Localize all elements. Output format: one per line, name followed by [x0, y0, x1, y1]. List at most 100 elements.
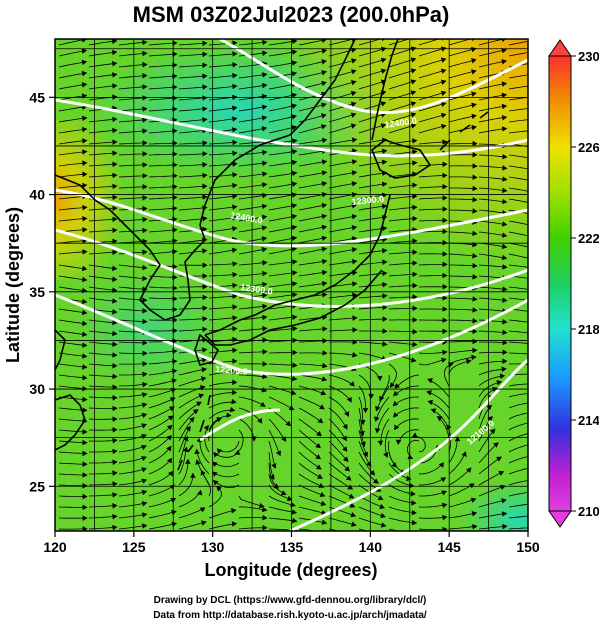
streamline [358, 440, 372, 467]
streamline-arrow [350, 512, 357, 518]
streamline [208, 360, 237, 365]
streamline [178, 97, 207, 101]
streamline [478, 416, 493, 442]
streamline [268, 374, 297, 380]
streamline-arrow [142, 206, 148, 212]
streamline-arrow [344, 411, 350, 417]
streamline [358, 418, 365, 447]
streamline-arrow [442, 514, 448, 521]
streamline-arrow [82, 364, 88, 370]
streamline [178, 409, 199, 431]
streamline [298, 429, 321, 449]
streamline [418, 231, 448, 233]
streamline-arrow [442, 272, 448, 279]
streamline [418, 141, 447, 145]
streamline-arrow [321, 80, 327, 87]
streamline [448, 48, 477, 57]
coastline [55, 329, 66, 371]
streamline-arrow [532, 50, 537, 55]
streamline-arrow [342, 446, 348, 452]
coastline [459, 124, 471, 133]
streamline-arrow [82, 461, 88, 467]
streamline [178, 459, 189, 486]
streamline [388, 184, 417, 189]
streamline [88, 251, 117, 255]
streamline [212, 471, 240, 478]
streamline-arrow [442, 206, 448, 212]
streamline [388, 462, 412, 480]
streamline [208, 382, 237, 387]
streamline [298, 418, 322, 437]
streamline [298, 363, 327, 367]
streamline [58, 251, 87, 255]
streamline [88, 505, 117, 508]
streamline [148, 415, 174, 431]
streamline [118, 513, 147, 519]
streamline-arrow [532, 128, 537, 133]
streamline [508, 176, 528, 181]
streamline-arrow [261, 506, 268, 513]
streamline [448, 356, 477, 365]
streamline [178, 328, 207, 332]
streamline [388, 162, 417, 167]
streamline [388, 330, 418, 333]
streamline-arrow [261, 171, 268, 177]
streamline-arrow [501, 498, 507, 504]
streamline-arrow [321, 70, 327, 76]
streamline [118, 119, 147, 123]
streamline-arrow [410, 491, 416, 497]
streamline-arrow [351, 170, 358, 176]
streamline [508, 515, 528, 519]
streamline-arrow [291, 259, 298, 265]
streamline [448, 297, 478, 300]
streamline [268, 150, 297, 156]
streamline-arrow [81, 48, 88, 54]
streamline-arrow [351, 225, 358, 231]
streamline [118, 130, 147, 134]
streamline-arrow [202, 51, 208, 57]
streamline [388, 113, 416, 123]
streamline-arrow [81, 59, 88, 66]
streamline [508, 286, 528, 290]
streamline [148, 97, 177, 101]
streamline-arrow [112, 438, 118, 444]
streamline [118, 275, 147, 280]
streamline-arrow [232, 139, 238, 146]
streamline [298, 171, 327, 178]
streamline [388, 240, 417, 244]
streamline [358, 238, 387, 244]
streamline-arrow [81, 126, 88, 133]
streamline-arrow [82, 160, 88, 166]
streamline-arrow [350, 123, 357, 129]
streamline-arrow [291, 71, 298, 77]
streamline [448, 467, 472, 486]
streamline-arrow [321, 281, 328, 287]
streamline-arrow [112, 524, 118, 531]
streamline-arrow [471, 102, 477, 108]
streamline [200, 470, 211, 497]
streamline [148, 379, 177, 387]
streamline [118, 479, 147, 486]
streamline-arrow [374, 416, 380, 422]
streamline [328, 248, 357, 255]
streamline [358, 261, 387, 266]
streamline-arrow [112, 363, 118, 369]
streamline-arrow [232, 282, 238, 289]
streamline [268, 327, 297, 332]
streamline-arrow [531, 410, 536, 415]
streamline-arrow [532, 391, 536, 396]
streamline [448, 92, 477, 101]
streamline [178, 185, 207, 189]
streamline-arrow [412, 305, 418, 311]
streamline-arrow [261, 225, 268, 231]
streamline-arrow [202, 262, 208, 268]
streamline [418, 208, 447, 211]
streamline-arrow [232, 261, 238, 267]
streamline [148, 446, 172, 464]
streamline-arrow [276, 450, 281, 457]
streamline [118, 41, 147, 46]
streamline-arrow [82, 216, 88, 222]
streamline-arrow [502, 523, 508, 530]
contour-label: 12400.0 [384, 116, 418, 130]
streamline [238, 226, 267, 233]
